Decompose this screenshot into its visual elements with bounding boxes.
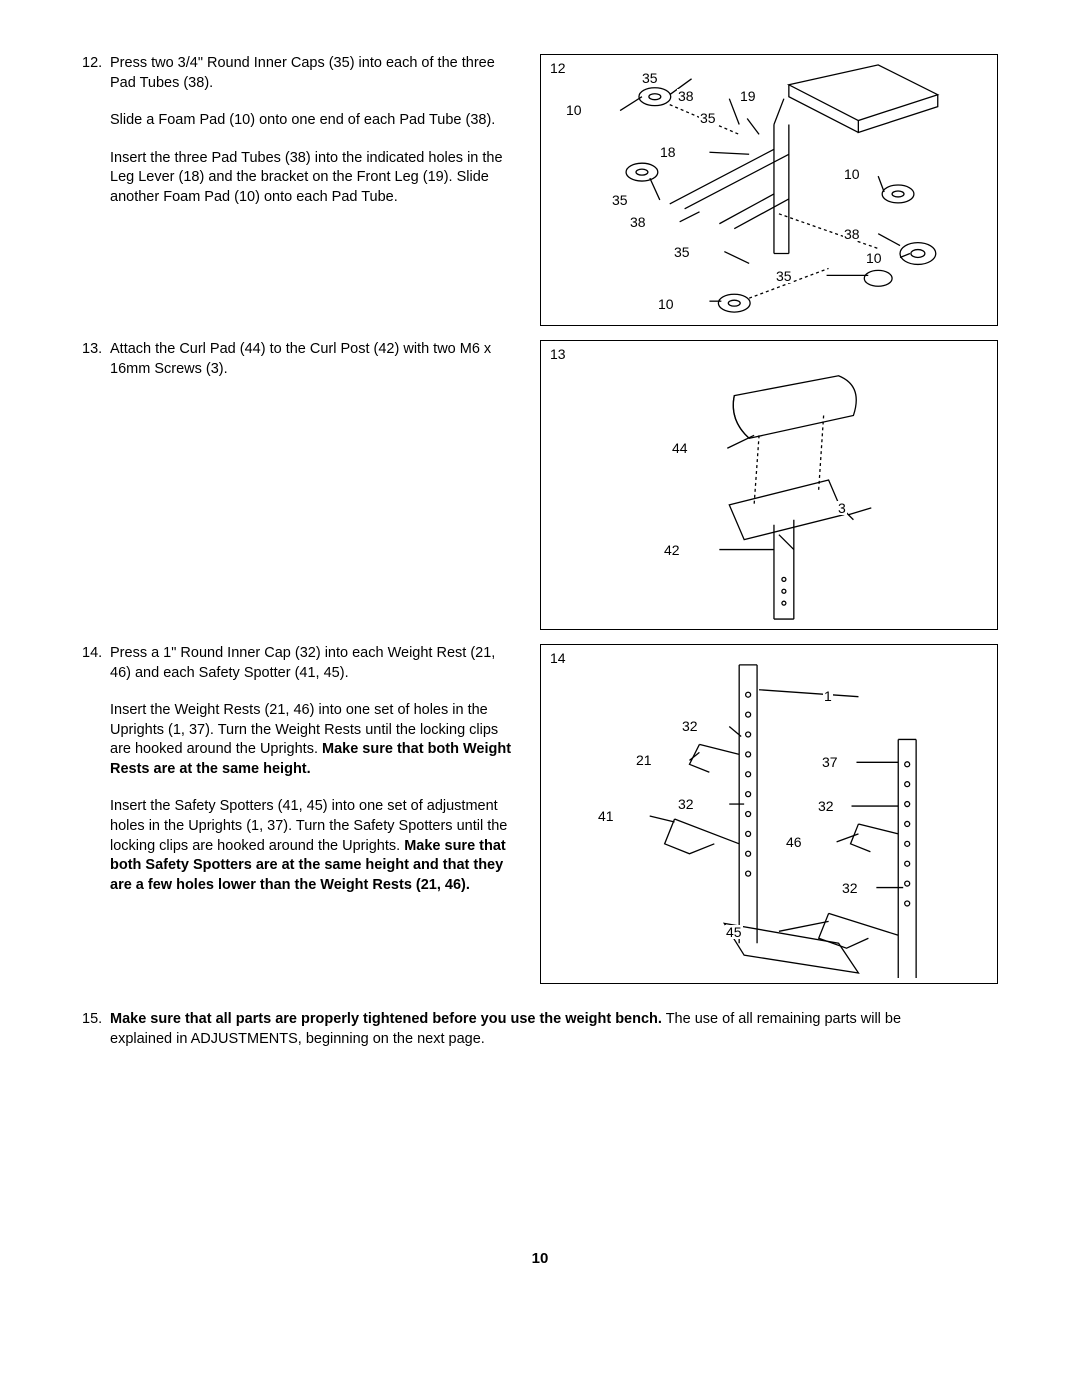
step-14-p2: Insert the Weight Rests (21, 46) into on…	[110, 701, 512, 779]
callout-label: 46	[785, 835, 803, 849]
callout-label: 1	[823, 689, 833, 703]
callout-label: 10	[843, 167, 861, 181]
step-15-row: 15. Make sure that all parts are properl…	[82, 1010, 998, 1049]
callout-label: 38	[629, 215, 647, 229]
step-12-p2: Slide a Foam Pad (10) onto one end of ea…	[110, 111, 512, 131]
callout-label: 10	[657, 297, 675, 311]
callout-label: 10	[865, 251, 883, 265]
callout-label: 32	[677, 797, 695, 811]
step-13-row: 13. Attach the Curl Pad (44) to the Curl…	[82, 340, 998, 630]
callout-label: 19	[739, 89, 757, 103]
callout-label: 18	[659, 145, 677, 159]
page-number: 10	[82, 1249, 998, 1269]
step-14-row: 14. Press a 1" Round Inner Cap (32) into…	[82, 644, 998, 984]
step-12-number: 12.	[82, 54, 110, 207]
callout-label: 38	[677, 89, 695, 103]
callout-label: 10	[565, 103, 583, 117]
callout-label: 21	[635, 753, 653, 767]
step-14-number: 14.	[82, 644, 110, 895]
callout-label: 45	[725, 925, 743, 939]
callout-label: 35	[775, 269, 793, 283]
callout-label: 35	[673, 245, 691, 259]
callout-label: 32	[817, 799, 835, 813]
diagram-12-svg	[541, 55, 997, 325]
callout-label: 35	[699, 111, 717, 125]
step-14-text: 14. Press a 1" Round Inner Cap (32) into…	[82, 644, 512, 895]
callout-label: 38	[843, 227, 861, 241]
step-15-p1: Make sure that all parts are properly ti…	[110, 1010, 958, 1049]
callout-label: 35	[641, 71, 659, 85]
diagram-12: 12	[540, 54, 998, 326]
step-14-p3: Insert the Safety Spotters (41, 45) into…	[110, 797, 512, 895]
step-13-text: 13. Attach the Curl Pad (44) to the Curl…	[82, 340, 512, 379]
step-14-body: Press a 1" Round Inner Cap (32) into eac…	[110, 644, 512, 895]
callout-label: 41	[597, 809, 615, 823]
diagram-13-corner: 13	[549, 347, 567, 361]
step-12-text: 12. Press two 3/4" Round Inner Caps (35)…	[82, 54, 512, 207]
step-12-p3: Insert the three Pad Tubes (38) into the…	[110, 149, 512, 208]
callout-label: 3	[837, 501, 847, 515]
step-13-p1: Attach the Curl Pad (44) to the Curl Pos…	[110, 340, 512, 379]
step-12-row: 12. Press two 3/4" Round Inner Caps (35)…	[82, 54, 998, 326]
step-13-number: 13.	[82, 340, 110, 379]
diagram-13-svg	[541, 341, 997, 629]
diagram-13: 13	[540, 340, 998, 630]
callout-label: 32	[681, 719, 699, 733]
diagram-14-corner: 14	[549, 651, 567, 665]
diagram-14: 14	[540, 644, 998, 984]
callout-label: 32	[841, 881, 859, 895]
diagram-12-corner: 12	[549, 61, 567, 75]
callout-label: 37	[821, 755, 839, 769]
step-13-body: Attach the Curl Pad (44) to the Curl Pos…	[110, 340, 512, 379]
step-15-number: 15.	[82, 1010, 110, 1049]
step-14-p1: Press a 1" Round Inner Cap (32) into eac…	[110, 644, 512, 683]
callout-label: 44	[671, 441, 689, 455]
callout-label: 42	[663, 543, 681, 557]
step-12-p1: Press two 3/4" Round Inner Caps (35) int…	[110, 54, 512, 93]
callout-label: 35	[611, 193, 629, 207]
step-15-p1a: Make sure that all parts are properly ti…	[110, 1011, 662, 1027]
step-15-body: Make sure that all parts are properly ti…	[110, 1010, 958, 1049]
step-12-body: Press two 3/4" Round Inner Caps (35) int…	[110, 54, 512, 207]
